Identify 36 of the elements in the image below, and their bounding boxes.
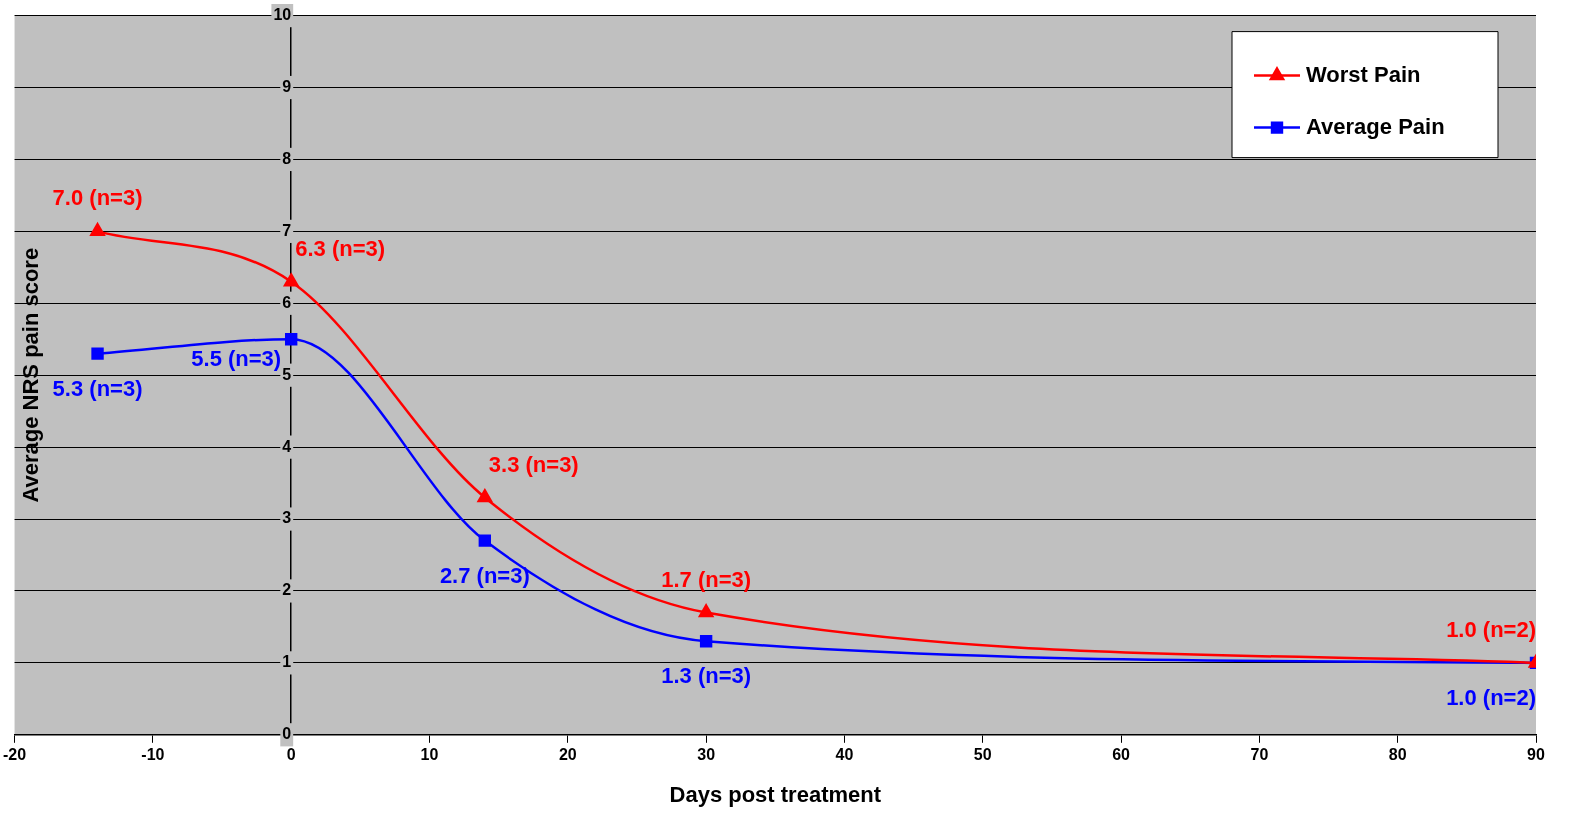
data-label: 5.3 (n=3) <box>52 375 143 401</box>
y-tick-label: 0 <box>282 725 292 743</box>
data-label: 1.3 (n=3) <box>661 663 752 689</box>
y-tick-label: 5 <box>282 365 292 383</box>
x-tick-label: 10 <box>420 745 439 763</box>
data-label: 1.7 (n=3) <box>661 566 752 592</box>
data-label: 6.3 (n=3) <box>295 235 386 261</box>
x-tick-label: 50 <box>973 745 992 763</box>
legend-label: Worst Pain <box>1306 61 1421 87</box>
x-tick-label: -20 <box>3 745 27 763</box>
x-tick-label: 80 <box>1388 745 1407 763</box>
data-label: 1.0 (n=2) <box>1446 616 1536 642</box>
x-tick-label: 20 <box>558 745 577 763</box>
y-tick-label: 9 <box>282 77 292 95</box>
legend-label: Average Pain <box>1306 113 1445 139</box>
x-tick-label: 30 <box>697 745 716 763</box>
x-tick-label: 60 <box>1112 745 1131 763</box>
y-tick-label: 10 <box>273 6 292 24</box>
data-label: 1.0 (n=2) <box>1446 684 1536 710</box>
y-tick-label: 3 <box>282 509 292 527</box>
y-tick-label: 1 <box>282 653 292 671</box>
y-tick-label: 6 <box>282 293 292 311</box>
y-tick-label: 4 <box>282 437 292 455</box>
y-tick-label: 7 <box>282 221 292 239</box>
x-tick-label: 40 <box>835 745 854 763</box>
x-tick-label: -10 <box>141 745 165 763</box>
y-axis-title: Average NRS pain score <box>18 247 44 503</box>
data-label: 5.5 (n=3) <box>191 346 282 372</box>
y-tick-label: 2 <box>282 581 292 599</box>
x-tick-label: 70 <box>1250 745 1269 763</box>
x-axis-title: Days post treatment <box>669 782 882 808</box>
data-label: 3.3 (n=3) <box>488 451 579 477</box>
data-label: 7.0 (n=3) <box>52 185 143 211</box>
x-tick-label: 90 <box>1527 745 1545 763</box>
y-tick-label: 8 <box>282 149 292 167</box>
data-label: 2.7 (n=3) <box>439 562 530 588</box>
